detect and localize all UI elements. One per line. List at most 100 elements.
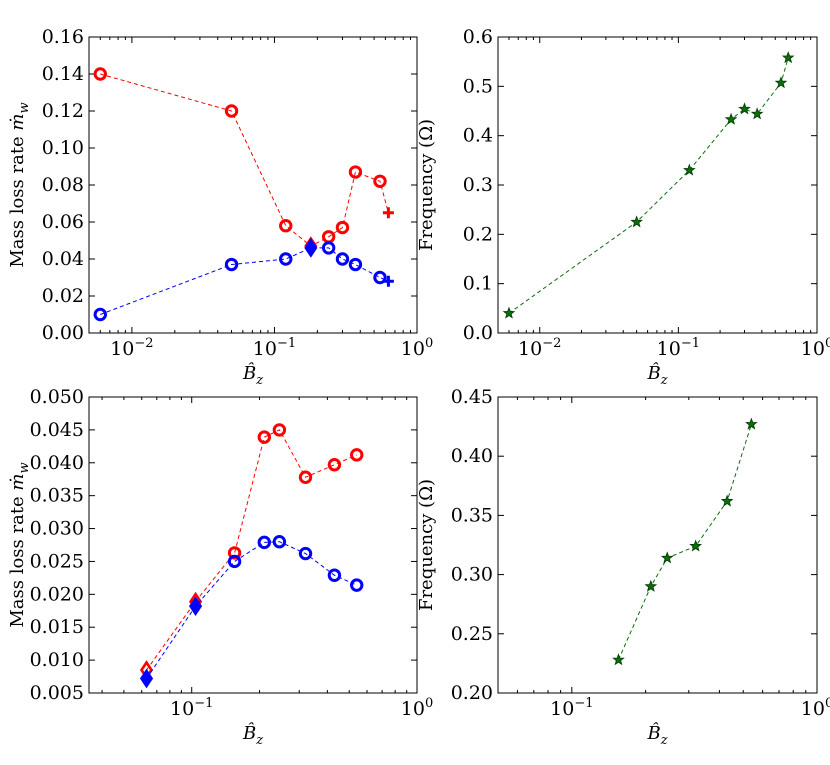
data-point-circle [373, 174, 387, 189]
data-point-circle [335, 220, 350, 235]
y-tick-label: 0.40 [451, 445, 493, 467]
data-point-circle [327, 568, 342, 582]
y-axis-label: Frequency (Ω) [416, 479, 437, 611]
y-tick-label: 0.35 [451, 504, 493, 526]
series-line-frequency [618, 424, 752, 661]
y-tick-label: 0.12 [42, 100, 84, 122]
y-tick-label: 0.10 [42, 137, 84, 159]
data-point-plus [382, 207, 394, 219]
data-point-circle [257, 430, 272, 444]
x-axis-label: B̂z [646, 362, 667, 388]
data-point-circle [350, 448, 364, 462]
data-point-star [781, 51, 795, 64]
x-axis-label: B̂z [242, 362, 263, 388]
data-point-diamond [304, 238, 318, 258]
y-axis-label-main: Mass loss rate [7, 491, 28, 628]
y-axis-label-sub: w [17, 462, 32, 473]
y-tick-label: 0.00 [42, 322, 84, 344]
data-point-star [689, 539, 702, 552]
y-tick-label: 0.040 [30, 452, 84, 474]
x-tick-label: 100 [801, 336, 830, 360]
series-red [93, 67, 394, 256]
x-tick-base: 10 [801, 338, 825, 360]
data-point-diamond [188, 596, 203, 617]
x-tick-label: 10−1 [657, 336, 700, 360]
data-point-star [660, 551, 674, 564]
x-tick-label: 10−1 [170, 696, 213, 720]
y-axis-label: Frequency (Ω) [416, 119, 437, 251]
y-axis-label-main: Frequency (Ω) [416, 119, 437, 251]
plot-frame [497, 396, 818, 694]
y-tick-label: 0.4 [463, 125, 493, 147]
data-point-circle [224, 257, 239, 272]
x-tick-exponent: 0 [825, 696, 830, 711]
y-axis-label: Mass loss rate ṁw [7, 462, 32, 627]
data-point-circle [279, 219, 293, 233]
panel-bottom-left: 0.005 0.010 0.015 0.020 0.025 0.030 0.035 0.040… [7, 386, 433, 748]
y-tick-label: 0.20 [451, 682, 493, 704]
y-tick-label: 0.030 [30, 518, 84, 540]
y-tick-label: 0.6 [463, 26, 493, 48]
x-tick-base: 10 [657, 338, 681, 360]
data-point-circle [321, 241, 336, 255]
data-point-circle [272, 535, 287, 549]
data-point-circle [224, 104, 239, 118]
data-point-circle [335, 252, 350, 266]
y-tick-label: 0.30 [451, 564, 493, 586]
x-axis-label-main: B̂ [242, 722, 256, 744]
data-point-star [612, 653, 625, 666]
y-tick-label: 0.1 [463, 273, 493, 295]
x-tick-exponent: −1 [574, 696, 593, 711]
data-point-circle [227, 554, 242, 569]
x-tick-exponent: −2 [134, 336, 153, 351]
x-tick-exponent: 0 [825, 336, 830, 351]
x-tick-exponent: −2 [542, 336, 561, 351]
data-point-circle [348, 257, 363, 272]
data-point-star [644, 579, 658, 592]
x-axis-label-sub: z [255, 373, 263, 388]
y-tick-label: 0.035 [30, 485, 84, 507]
x-tick-label: 100 [801, 696, 830, 720]
x-axis-label-sub: z [660, 733, 668, 748]
series-line-blue [146, 541, 357, 679]
data-point-star [502, 306, 516, 319]
data-point-circle [272, 423, 287, 437]
x-axis-label-main: B̂ [646, 722, 660, 744]
y-axis-label-symbol: ṁ [7, 113, 28, 130]
y-tick-label: 0.010 [30, 649, 84, 671]
panel-top-right: 0.00.10.20.30.40.50.610−2 10−1 100B̂zFrequ… [416, 26, 830, 388]
series-line-red [100, 73, 389, 247]
y-tick-label: 0.2 [463, 223, 493, 245]
data-point-circle [279, 252, 293, 266]
data-point-circle [298, 546, 313, 561]
data-point-circle [348, 165, 363, 179]
y-tick-label: 0.06 [42, 211, 84, 233]
data-point-diamond [139, 668, 154, 689]
x-tick-base: 10 [401, 338, 425, 360]
x-tick-exponent: −1 [194, 696, 213, 711]
series-frequency [502, 51, 795, 319]
data-point-circle [327, 458, 342, 472]
x-axis-label: B̂z [242, 722, 263, 748]
data-point-circle [93, 67, 107, 81]
y-tick-label: 0.025 [30, 550, 84, 572]
y-axis-label-sub: w [17, 102, 32, 113]
series-blue [139, 535, 364, 689]
y-tick-label: 0.3 [463, 174, 493, 196]
y-tick-label: 0.45 [451, 386, 493, 408]
data-point-circle [227, 546, 242, 560]
x-tick-base: 10 [401, 698, 425, 720]
x-tick-base: 10 [253, 338, 277, 360]
data-point-circle [350, 578, 364, 592]
plot-frame [88, 36, 418, 334]
data-point-star [630, 215, 643, 228]
x-tick-base: 10 [110, 338, 134, 360]
data-point-star [774, 76, 788, 89]
x-axis-label-sub: z [255, 733, 263, 748]
data-point-star [720, 494, 734, 507]
x-tick-label: 10−1 [550, 696, 593, 720]
x-tick-base: 10 [801, 698, 825, 720]
data-point-star [738, 102, 751, 115]
